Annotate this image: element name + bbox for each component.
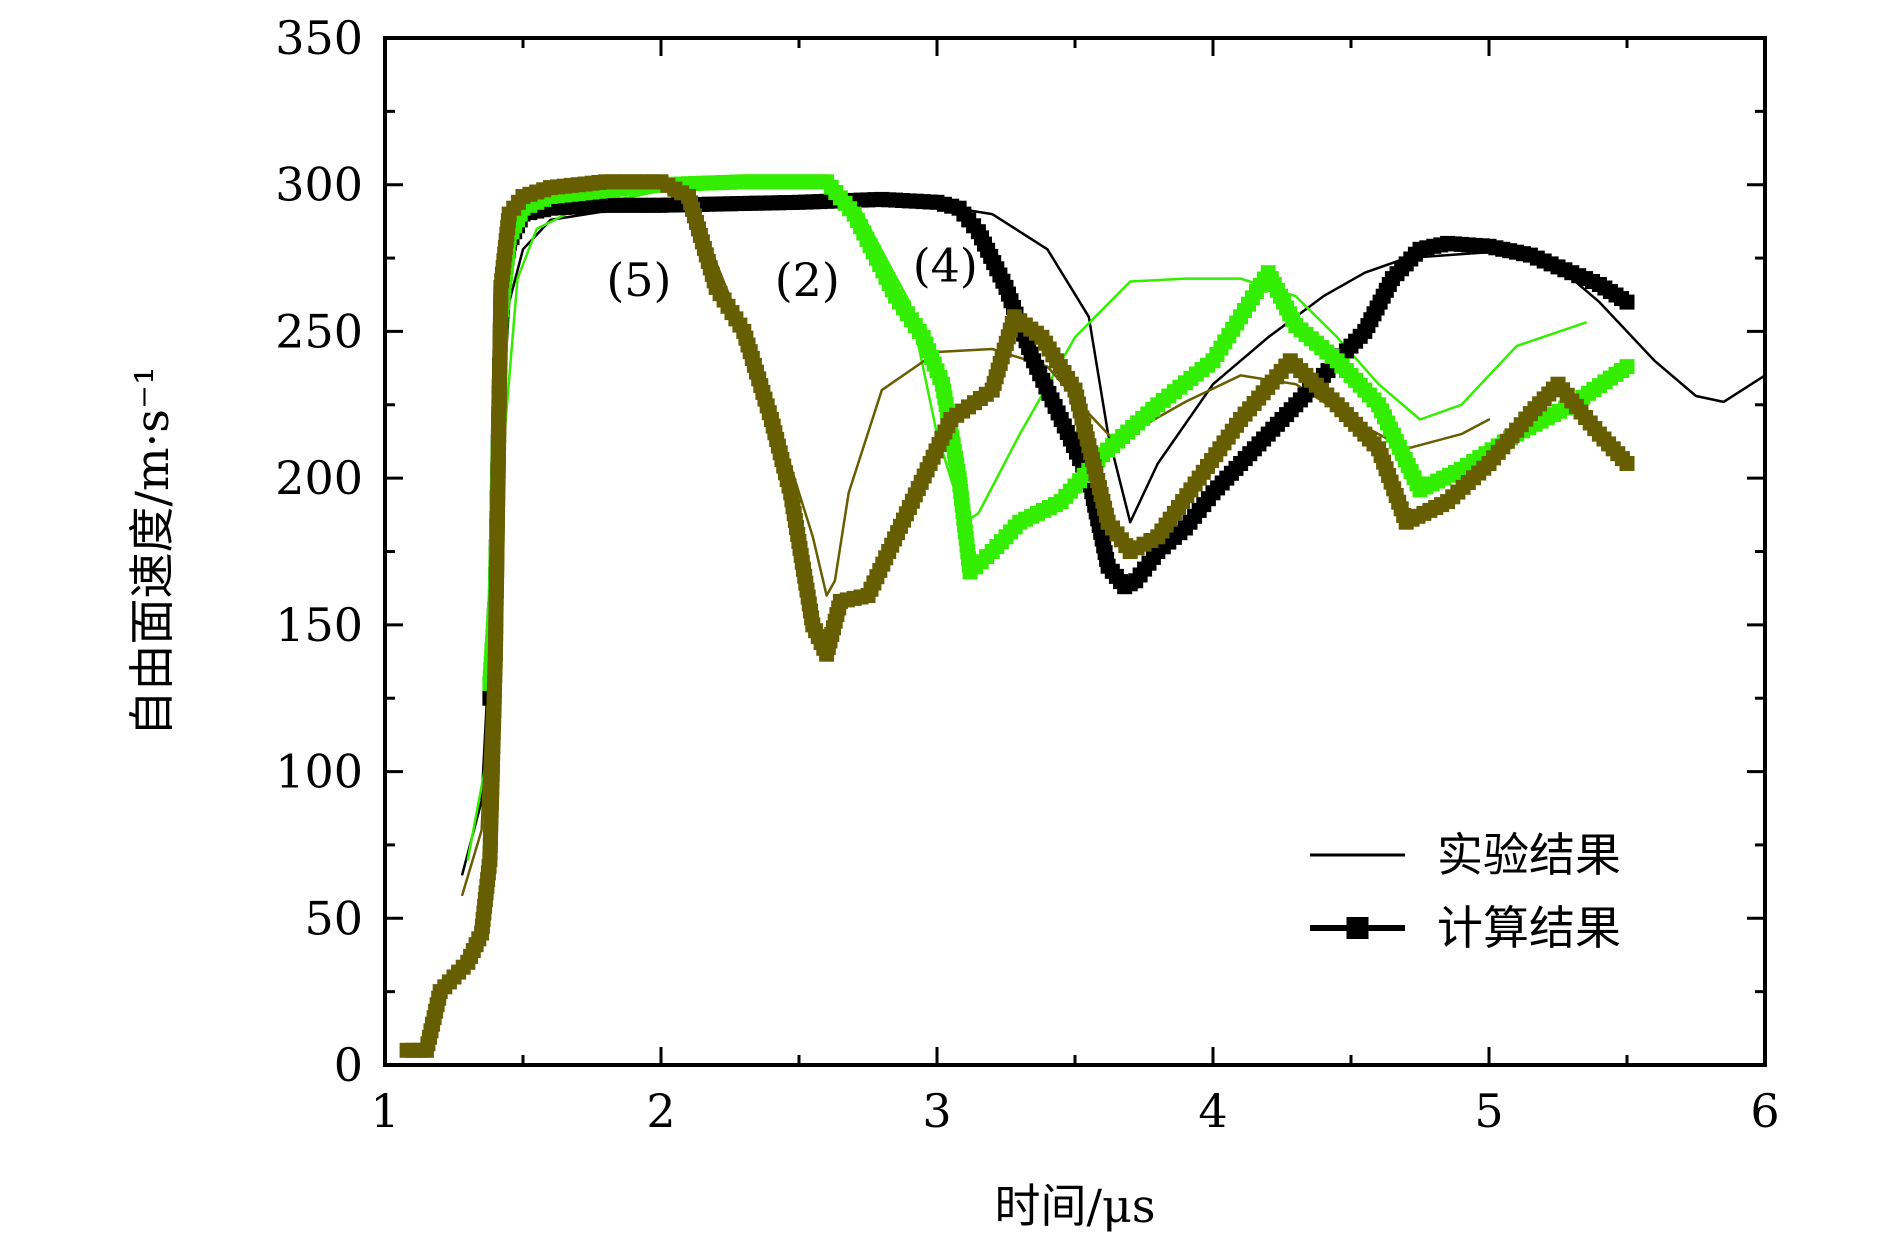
y-tick-label: 350 <box>275 11 363 65</box>
y-tick-label: 200 <box>275 451 363 505</box>
series-layer <box>399 174 1765 1058</box>
x-tick-label: 3 <box>922 1084 951 1138</box>
x-tick-label: 1 <box>370 1084 399 1138</box>
y-tick-label: 50 <box>304 891 363 945</box>
x-tick-label: 4 <box>1198 1084 1227 1138</box>
y-tick-label: 100 <box>275 745 363 799</box>
legend-label: 计算结果 <box>1437 901 1621 955</box>
curve-annotations: (5) (2) (4) <box>606 239 978 308</box>
y-tick-label: 250 <box>275 304 363 358</box>
curve-annotation: (2) <box>775 253 840 307</box>
y-tick-label: 0 <box>334 1038 363 1092</box>
x-axis-title: 时间/μs <box>995 1179 1156 1233</box>
computed-point-marker <box>1619 359 1635 375</box>
y-tick-label: 150 <box>275 598 363 652</box>
curve-annotation: (4) <box>913 239 978 293</box>
legend-label: 实验结果 <box>1437 828 1621 882</box>
computed-series-markers <box>399 174 1635 1058</box>
axis-ticks <box>383 36 1767 1067</box>
x-tick-label: 2 <box>646 1084 675 1138</box>
y-tick-label: 300 <box>275 158 363 212</box>
curve-annotation: (5) <box>606 253 671 307</box>
y-axis-title: 自由面速度/m·s⁻¹ <box>125 366 179 736</box>
tick-labels: 1 2 3 4 5 6 0 50 100 150 200 250 300 350 <box>275 11 1779 1138</box>
x-tick-label: 6 <box>1750 1084 1779 1138</box>
x-tick-label: 5 <box>1474 1084 1503 1138</box>
computed-point-marker <box>1619 455 1635 471</box>
legend-square-marker <box>1346 917 1369 939</box>
computed-point-marker <box>1619 294 1635 310</box>
